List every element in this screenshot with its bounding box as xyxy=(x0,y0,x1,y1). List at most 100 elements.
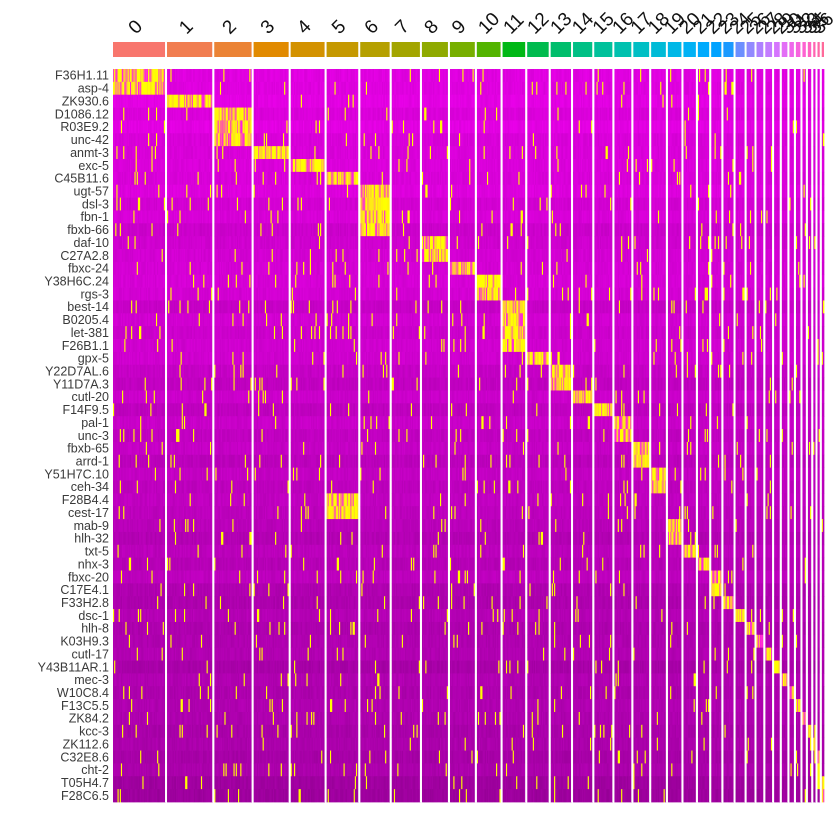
heat-cell xyxy=(143,184,146,198)
heat-cell xyxy=(153,403,156,417)
heat-cell xyxy=(142,377,144,391)
heat-cell xyxy=(154,454,157,468)
heat-cell xyxy=(145,493,148,507)
heat-cell xyxy=(154,493,157,507)
heat-cell xyxy=(116,107,118,121)
heat-cell xyxy=(162,467,165,481)
heat-cell xyxy=(120,81,123,96)
heat-cell xyxy=(116,159,118,173)
heat-cell xyxy=(142,467,144,481)
heat-cell xyxy=(116,544,118,559)
heat-cell xyxy=(163,120,166,134)
heat-cell xyxy=(158,326,160,340)
heat-cell xyxy=(154,197,157,211)
heat-cell xyxy=(114,351,116,366)
heat-cell xyxy=(152,210,155,224)
heat-cell xyxy=(143,403,146,417)
heat-cell xyxy=(131,261,133,276)
heat-cell xyxy=(122,107,124,121)
heat-cell xyxy=(149,81,151,96)
heat-cell xyxy=(145,557,148,571)
heat-cell xyxy=(140,480,142,494)
heat-block xyxy=(167,313,213,327)
heat-cell xyxy=(150,120,152,134)
heat-cell xyxy=(118,287,121,301)
heat-cell xyxy=(128,596,131,610)
heat-cell xyxy=(146,313,149,327)
heat-cell xyxy=(143,544,146,559)
heat-cell xyxy=(160,416,162,430)
heat-cell xyxy=(124,107,126,121)
heat-cell xyxy=(144,583,147,597)
cluster-bar-20 xyxy=(683,42,696,57)
heat-cell xyxy=(136,171,139,186)
heat-cell xyxy=(126,171,129,186)
heat-cell xyxy=(150,313,152,327)
heat-block xyxy=(167,686,213,700)
heat-cell xyxy=(150,249,152,263)
heat-cell xyxy=(151,171,153,186)
heat-cell xyxy=(152,69,155,83)
heat-cell xyxy=(148,171,150,186)
heat-cell xyxy=(113,339,115,353)
heat-cell xyxy=(132,493,134,507)
heat-cell xyxy=(119,351,122,366)
heat-cell xyxy=(145,339,148,353)
heat-cell xyxy=(115,249,117,263)
heat-cell xyxy=(113,249,115,263)
heat-cell xyxy=(158,313,160,327)
heat-cell xyxy=(151,287,153,301)
heat-cell xyxy=(157,133,159,147)
heat-cell xyxy=(163,339,166,353)
heat-cell xyxy=(160,210,162,224)
heat-cell xyxy=(119,339,122,353)
heat-cell xyxy=(143,133,146,147)
heat-cell xyxy=(153,441,156,456)
heat-cell xyxy=(139,544,141,559)
heat-cell xyxy=(144,570,147,584)
heat-cell xyxy=(145,326,148,340)
heat-cell xyxy=(131,287,133,301)
heat-cell xyxy=(114,570,116,584)
heat-cell xyxy=(144,249,147,263)
heat-cell xyxy=(125,531,127,546)
heat-cell xyxy=(143,454,146,468)
heat-cell xyxy=(120,236,123,250)
heat-cell xyxy=(151,429,153,443)
heat-cell xyxy=(135,454,138,468)
heat-cell xyxy=(135,326,138,340)
heat-cell xyxy=(139,287,141,301)
heat-cell xyxy=(117,339,119,353)
heat-cell xyxy=(127,223,130,237)
heat-cell xyxy=(133,159,135,173)
heat-cell xyxy=(134,364,136,378)
heat-cell xyxy=(151,210,153,224)
heat-cell xyxy=(114,107,116,121)
heat-block xyxy=(113,261,166,276)
heat-cell xyxy=(148,441,150,456)
heat-cell xyxy=(133,300,135,314)
heat-cell xyxy=(148,467,150,481)
heat-cell xyxy=(155,377,158,391)
heat-cell xyxy=(155,133,158,147)
heat-cell xyxy=(122,223,124,237)
heat-cell xyxy=(129,570,132,584)
heat-block xyxy=(167,416,213,430)
heat-cell xyxy=(115,339,117,353)
heat-cell xyxy=(155,159,158,173)
heat-cell xyxy=(137,480,140,494)
heat-block xyxy=(113,724,166,739)
heat-cell xyxy=(124,454,126,468)
heat-cell xyxy=(154,146,157,160)
heat-cell xyxy=(118,274,121,288)
heat-cell xyxy=(146,171,149,186)
heat-cell xyxy=(141,351,143,366)
heat-cell xyxy=(151,416,153,430)
heat-cell xyxy=(144,313,147,327)
heat-cell xyxy=(133,454,135,468)
heat-cell xyxy=(127,351,130,366)
heat-cell xyxy=(154,403,157,417)
heat-cell xyxy=(146,364,149,378)
heat-cell xyxy=(125,416,127,430)
heat-cell xyxy=(160,107,162,121)
